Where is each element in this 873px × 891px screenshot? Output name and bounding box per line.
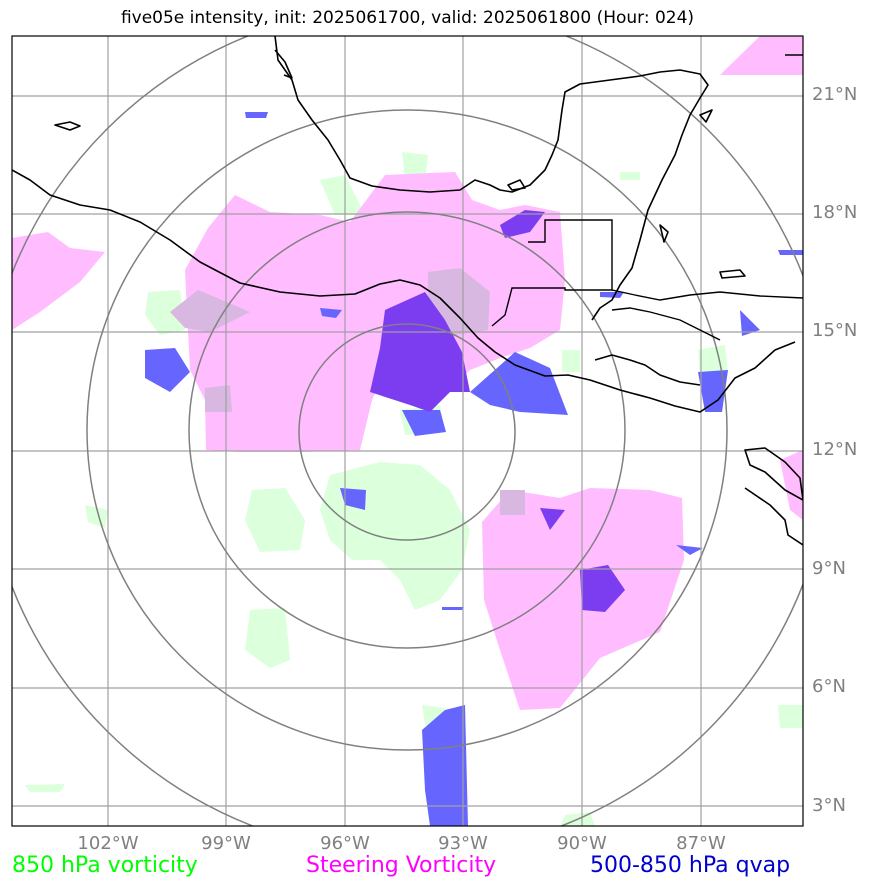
lat-label-18n: 18°N	[812, 202, 858, 223]
lon-label-90w: 90°W	[557, 833, 607, 854]
lon-label-93w: 93°W	[438, 833, 488, 854]
lat-label-21n: 21°N	[812, 84, 858, 105]
lat-label-9n: 9°N	[812, 558, 846, 579]
coastlines	[12, 36, 803, 546]
lon-label-99w: 99°W	[201, 833, 251, 854]
overlap-shading	[170, 268, 525, 515]
legend-850-vorticity: 850 hPa vorticity	[12, 853, 198, 878]
distance-rings	[12, 36, 803, 826]
lon-label-102w: 102°W	[77, 833, 139, 854]
map-title: five05e intensity, init: 2025061700, val…	[120, 8, 695, 28]
map-frame	[11, 35, 804, 827]
country-borders	[491, 219, 803, 341]
lat-label-6n: 6°N	[812, 676, 846, 697]
lat-label-3n: 3°N	[812, 795, 846, 816]
combined-shading	[370, 210, 625, 612]
legend-steering-vorticity: Steering Vorticity	[306, 853, 497, 878]
qvap-shading	[145, 112, 803, 826]
legend-qvap: 500-850 hPa qvap	[590, 853, 791, 878]
lat-label-12n: 12°N	[812, 439, 858, 460]
lat-label-15n: 15°N	[812, 320, 858, 341]
lon-label-96w: 96°W	[320, 833, 370, 854]
lon-label-87w: 87°W	[676, 833, 726, 854]
